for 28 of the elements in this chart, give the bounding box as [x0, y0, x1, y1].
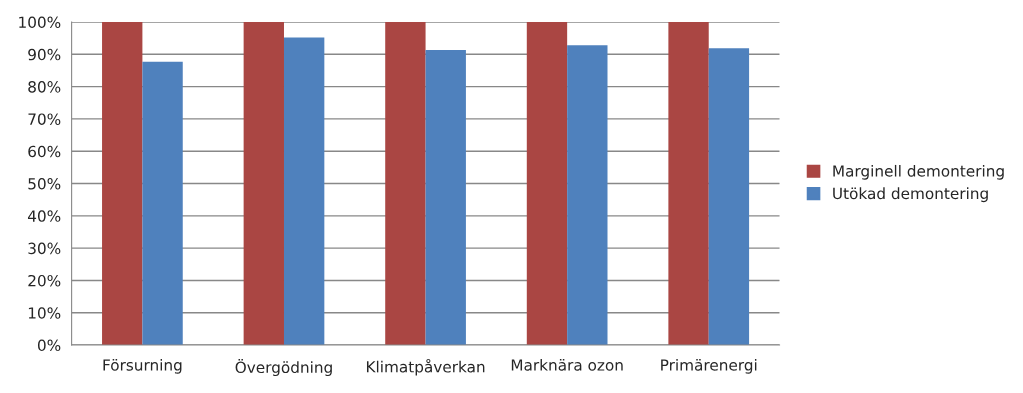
x-tick-label: Övergödning: [235, 358, 332, 377]
bar: [567, 45, 608, 346]
bar: [102, 22, 143, 346]
y-tick-label: 70%: [28, 113, 61, 125]
y-tick-label: 80%: [28, 81, 61, 93]
y-tick-label: 20%: [28, 274, 61, 287]
y-tick-label: 50%: [28, 178, 61, 190]
y-tick-label: 90%: [28, 48, 61, 61]
bar: [142, 61, 183, 346]
x-tick-label: Primärenergi: [661, 358, 757, 374]
x-tick-label: Klimatpåverkan: [366, 358, 485, 376]
y-tick-label: 60%: [28, 145, 61, 158]
x-tick-label: Försurning: [103, 358, 182, 374]
bar: [243, 22, 284, 346]
bar: [385, 22, 426, 346]
bar: [425, 50, 466, 346]
y-tick-label: 10%: [28, 307, 61, 319]
legend-label: Marginell demontering: [833, 164, 1004, 180]
bar: [526, 22, 568, 346]
bar: [668, 22, 709, 346]
x-tick-label: Marknära ozon: [511, 358, 623, 371]
bar: [283, 37, 325, 346]
legend-label: Utökad demontering: [833, 187, 988, 203]
bar: [708, 48, 750, 346]
y-tick-label: 40%: [27, 210, 61, 222]
y-tick-label: 30%: [28, 242, 61, 255]
y-tick-label: 100%: [19, 16, 61, 29]
y-tick-label: 0%: [37, 339, 61, 352]
